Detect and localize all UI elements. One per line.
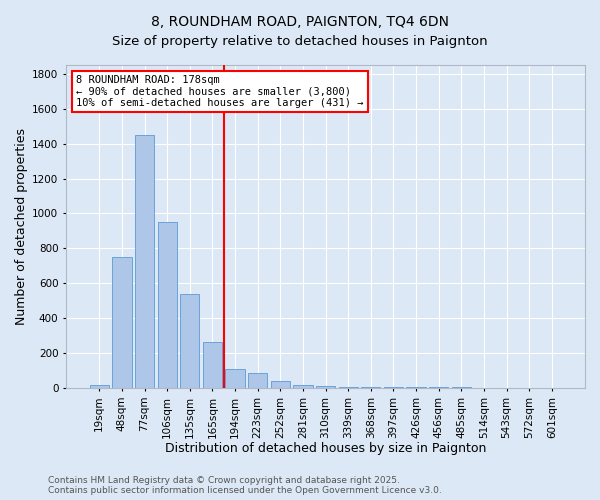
- Bar: [384, 386, 403, 388]
- Bar: [158, 222, 177, 388]
- Bar: [135, 135, 154, 388]
- Bar: [226, 369, 245, 388]
- Bar: [112, 257, 131, 388]
- Bar: [338, 387, 358, 388]
- Text: Size of property relative to detached houses in Paignton: Size of property relative to detached ho…: [112, 35, 488, 48]
- X-axis label: Distribution of detached houses by size in Paignton: Distribution of detached houses by size …: [165, 442, 486, 455]
- Bar: [452, 387, 471, 388]
- Text: 8 ROUNDHAM ROAD: 178sqm
← 90% of detached houses are smaller (3,800)
10% of semi: 8 ROUNDHAM ROAD: 178sqm ← 90% of detache…: [76, 74, 364, 108]
- Bar: [180, 294, 199, 388]
- Text: Contains HM Land Registry data © Crown copyright and database right 2025.
Contai: Contains HM Land Registry data © Crown c…: [48, 476, 442, 495]
- Bar: [293, 384, 313, 388]
- Bar: [361, 387, 380, 388]
- Bar: [429, 386, 448, 388]
- Bar: [203, 342, 222, 388]
- Bar: [316, 386, 335, 388]
- Bar: [248, 373, 267, 388]
- Bar: [271, 381, 290, 388]
- Bar: [406, 387, 425, 388]
- Text: 8, ROUNDHAM ROAD, PAIGNTON, TQ4 6DN: 8, ROUNDHAM ROAD, PAIGNTON, TQ4 6DN: [151, 15, 449, 29]
- Y-axis label: Number of detached properties: Number of detached properties: [15, 128, 28, 325]
- Bar: [89, 386, 109, 388]
